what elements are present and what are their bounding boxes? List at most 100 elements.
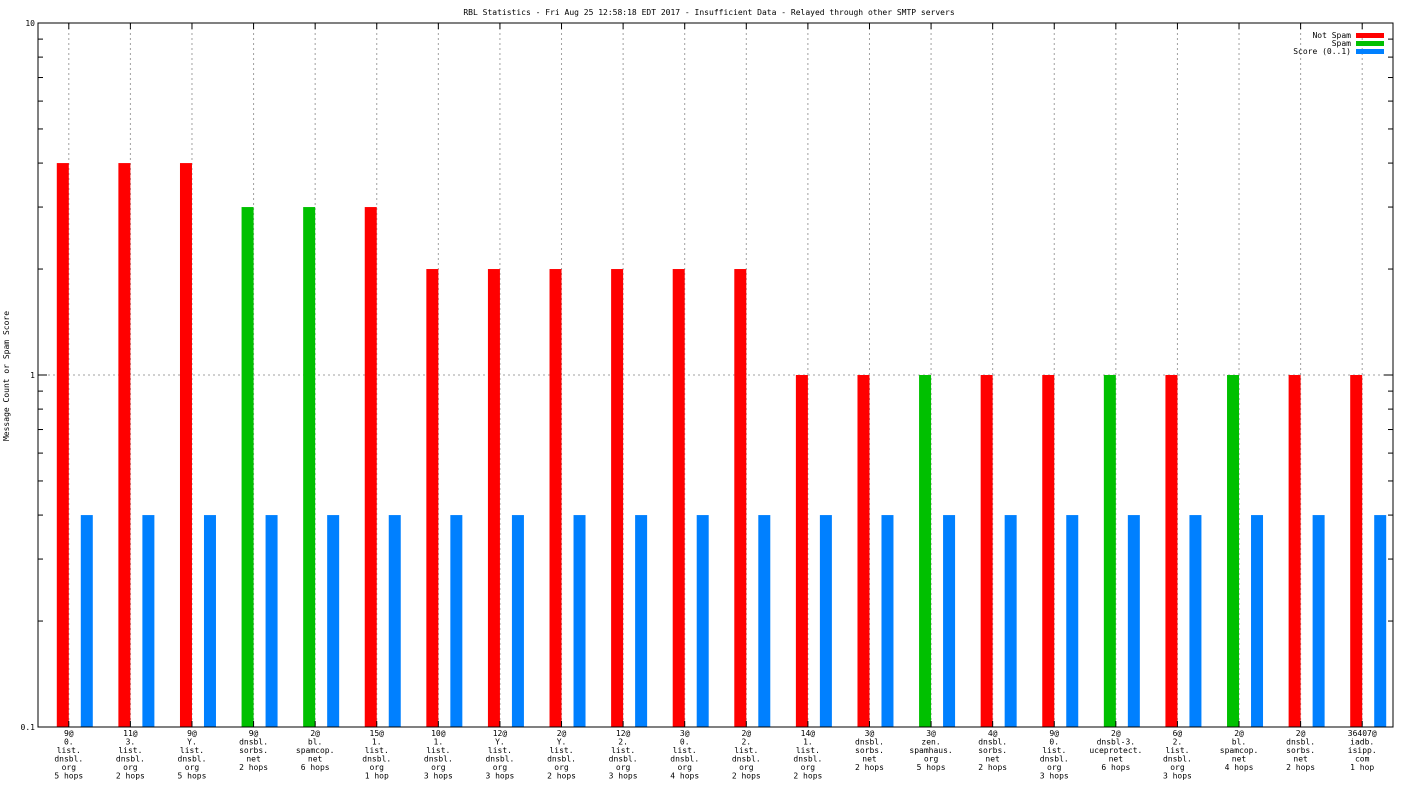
x-tick-label: 9@ dnsbl. sorbs. net 2 hops [239,729,268,772]
x-tick-label-line: 3@ [926,729,936,738]
x-tick-label-line: list. [365,746,389,755]
bar-not-spam [672,269,685,727]
x-tick-label-line: sorbs. [1286,746,1315,755]
x-tick-label-line: 5 hops [178,772,207,781]
x-tick-label: 3@ zen. spamhaus. org 5 hops [909,729,952,772]
x-tick-label-line: net [862,755,877,764]
x-tick-label-line: 2 hops [978,763,1007,772]
x-tick-label-line: 0. [1049,738,1059,747]
x-tick-label: 2@ bl. spamcop. net 6 hops [296,729,335,772]
x-tick-label-line: 3@ [680,729,690,738]
x-tick-label-line: 9@ [249,729,259,738]
bar-not-spam [549,269,562,727]
x-tick-label: 2@ dnsbl-3. uceprotect. net 6 hops [1089,729,1142,772]
chart-title: RBL Statistics - Fri Aug 25 12:58:18 EDT… [463,8,954,17]
x-tick-label-line: 12@ [493,729,508,738]
bar-spam [241,207,254,727]
bar-not-spam [980,375,993,727]
x-tick-label-line: 2 hops [239,763,268,772]
x-tick-label-line: org [1047,763,1062,772]
x-tick-label-line: iadb. [1350,738,1374,747]
x-tick-label-line: 4 hops [1225,763,1254,772]
bar-not-spam [734,269,747,727]
x-tick-label-line: 2. [618,738,628,747]
x-tick-label: 14@ 1. list. dnsbl. org 2 hops [793,729,822,781]
x-tick-label-line: bl. [1232,738,1246,747]
legend-swatch [1356,41,1384,46]
x-tick-label-line: org [739,763,754,772]
bar-not-spam [487,269,500,727]
x-tick-label: 2@ Y. list. dnsbl. org 2 hops [547,729,576,781]
x-tick-label: 3@ 0. list. dnsbl. org 4 hops [670,729,699,781]
x-tick-label-line: org [493,763,508,772]
x-tick-label: 9@ 0. list. dnsbl. org 3 hops [1040,729,1069,781]
x-tick-label: 10@ 1. list. dnsbl. org 3 hops [424,729,453,781]
x-tick-label-line: org [62,763,77,772]
x-tick-label-line: 6 hops [301,763,330,772]
bar-not-spam [426,269,439,727]
bar-not-spam [611,269,624,727]
x-tick-label-line: 4@ [988,729,998,738]
x-tick-label: 9@ Y. list. dnsbl. org 5 hops [178,729,207,781]
x-tick-label: 2@ dnsbl. sorbs. net 2 hops [1286,729,1315,772]
x-tick-label: 15@ 1. list. dnsbl. org 1 hop [362,729,391,781]
x-tick-label-line: 1 hop [1350,763,1374,772]
bar-spam [919,375,932,727]
x-tick-label-line: bl. [308,738,322,747]
x-tick-label-line: 14@ [801,729,816,738]
x-tick-label-line: 11@ [123,729,138,738]
x-tick-label-line: 9@ [64,729,74,738]
x-tick-label-line: list. [796,746,820,755]
x-tick-label-line: dnsbl. [670,755,699,764]
x-tick-label-line: net [308,755,323,764]
x-tick-label-line: dnsbl. [793,755,822,764]
x-tick-label-line: spamcop. [1220,746,1259,755]
x-tick-label-line: dnsbl. [978,738,1007,747]
x-tick-label-line: 1. [803,738,813,747]
x-tick-label-line: list. [611,746,635,755]
x-tick-label-line: dnsbl. [547,755,576,764]
bar-spam [1103,375,1116,727]
x-tick-label-line: Y. [187,738,197,747]
x-tick-label-line: 2 hops [793,772,822,781]
x-tick-label-line: Y. [557,738,567,747]
x-tick-label-line: list. [180,746,204,755]
x-tick-label-line: org [1170,763,1185,772]
x-tick-label-line: 2@ [1296,729,1306,738]
x-tick-label-line: 3 hops [1163,772,1192,781]
x-tick-label-line: 2@ [557,729,567,738]
bar-score-0-1 [696,515,709,727]
x-tick-label-line: 4 hops [670,772,699,781]
y-tick-label: 1 [30,371,35,380]
x-tick-label-line: 6 hops [1101,763,1130,772]
x-tick-label-line: org [924,755,939,764]
x-tick-label-line: dnsbl. [424,755,453,764]
x-tick-label-line: sorbs. [855,746,884,755]
x-tick-label-line: 3 hops [609,772,638,781]
bar-score-0-1 [819,515,832,727]
y-tick-label: 0.1 [21,723,36,732]
y-axis-label: Message Count or Spam Score [2,311,11,441]
x-tick-label-line: org [554,763,569,772]
bar-not-spam [1165,375,1178,727]
bar-not-spam [364,207,377,727]
bar-score-0-1 [327,515,340,727]
bar-not-spam [1042,375,1055,727]
x-tick-label-line: list. [488,746,512,755]
x-tick-label-line: 3 hops [424,772,453,781]
bar-score-0-1 [573,515,586,727]
x-tick-label-line: dnsbl. [1286,738,1315,747]
bar-score-0-1 [943,515,956,727]
x-tick-label-line: sorbs. [239,746,268,755]
bar-not-spam [1350,375,1363,727]
bar-not-spam [857,375,870,727]
x-tick-label-line: dnsbl. [54,755,83,764]
x-tick-label-line: 1 hop [365,772,389,781]
bar-score-0-1 [1189,515,1202,727]
x-tick-label-line: 2 hops [547,772,576,781]
x-tick-label: 12@ 2. list. dnsbl. org 3 hops [609,729,638,781]
bar-layer [56,163,1387,727]
x-tick-label-line: Y. [495,738,505,747]
